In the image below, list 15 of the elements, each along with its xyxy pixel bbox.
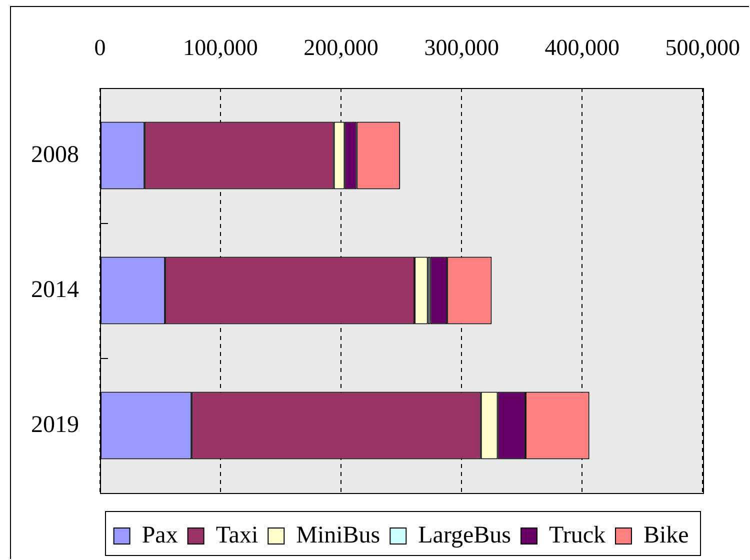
y-tick-label: 2019	[31, 412, 79, 438]
y-tick-label: 2014	[31, 276, 79, 303]
legend-label: MiniBus	[296, 522, 380, 548]
y-tick-label: 2008	[31, 142, 79, 168]
x-tick-label: 400,000	[544, 35, 620, 60]
x-tick-label: 500,000	[665, 35, 740, 60]
legend-label: Taxi	[216, 522, 258, 548]
legend-label: Pax	[142, 522, 178, 548]
legend-label: Truck	[549, 522, 606, 548]
legend-label: LargeBus	[418, 522, 512, 548]
x-tick-label: 300,000	[424, 35, 499, 60]
x-tick-label: 100,000	[183, 35, 258, 60]
x-tick-label: 0	[94, 35, 106, 60]
x-tick-label: 200,000	[304, 35, 378, 60]
legend-label: Bike	[643, 522, 689, 548]
